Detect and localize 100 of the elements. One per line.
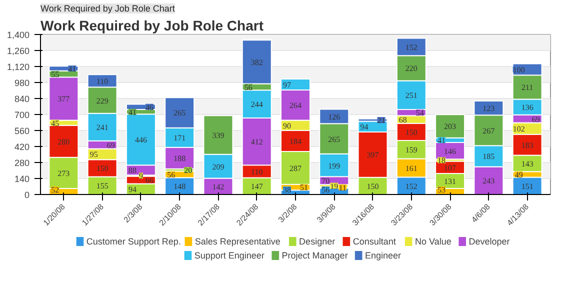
data-label: 18 xyxy=(438,156,446,166)
data-label: 265 xyxy=(174,108,186,118)
data-label: 56 xyxy=(167,170,176,180)
legend-label: Support Engineer xyxy=(194,250,264,260)
data-label: 199 xyxy=(328,161,340,170)
data-label: 152 xyxy=(405,182,418,191)
data-label: 267 xyxy=(482,126,495,136)
data-label: 49 xyxy=(514,170,523,180)
data-label: 155 xyxy=(96,182,108,191)
y-tick-label: 1,120 xyxy=(6,62,30,72)
y-tick-label: 140 xyxy=(14,174,30,184)
data-label: 188 xyxy=(174,154,186,164)
data-label: 97 xyxy=(283,80,291,90)
data-label: 52 xyxy=(51,186,60,194)
data-label: 159 xyxy=(405,146,418,155)
legend-label: No Value xyxy=(414,236,452,246)
data-label: 55 xyxy=(51,70,60,79)
data-label: 220 xyxy=(405,64,418,74)
legend-label: Engineer xyxy=(364,250,402,260)
data-label: 142 xyxy=(212,182,224,192)
data-label: 94 xyxy=(360,122,368,132)
data-label: 161 xyxy=(405,164,418,173)
data-label: 51 xyxy=(300,183,308,192)
data-label: 100 xyxy=(512,65,525,74)
data-label: 151 xyxy=(521,182,534,191)
data-label: 211 xyxy=(521,83,534,92)
legend-label: Consultant xyxy=(352,236,396,246)
data-label: 150 xyxy=(366,182,379,191)
legend-label: Developer xyxy=(468,236,510,246)
data-label: 148 xyxy=(174,182,186,192)
data-label: 68 xyxy=(398,116,407,125)
data-label: 209 xyxy=(212,162,224,172)
y-tick-label: 840 xyxy=(14,94,30,104)
data-label: 377 xyxy=(58,94,70,104)
legend-label: Project Manager xyxy=(282,250,348,260)
data-label: 41 xyxy=(128,108,136,117)
data-label: 69 xyxy=(106,140,115,150)
data-label: 53 xyxy=(438,186,446,194)
data-label: 446 xyxy=(134,136,147,145)
data-label: 136 xyxy=(521,103,534,112)
data-label: 147 xyxy=(250,182,263,192)
data-label: 184 xyxy=(290,137,302,146)
data-label: 110 xyxy=(96,76,108,86)
text: Work Required by Job Role Chart xyxy=(40,4,176,14)
data-label: 102 xyxy=(512,124,525,134)
data-label: 229 xyxy=(96,96,108,106)
data-label: 20 xyxy=(184,166,192,176)
data-label: 265 xyxy=(328,134,340,144)
data-label: 95 xyxy=(90,150,98,160)
data-label: 46 xyxy=(145,102,154,112)
data-label: 69 xyxy=(532,114,540,124)
y-tick-label: 560 xyxy=(14,126,30,136)
data-label: 110 xyxy=(251,167,263,176)
data-label: 183 xyxy=(521,140,534,150)
data-label: 66 xyxy=(145,176,154,185)
chart-title: Work Required by Job Role Chart xyxy=(40,18,264,34)
data-label: 38 xyxy=(283,186,291,194)
data-label: 11 xyxy=(338,183,346,192)
data-label: 412 xyxy=(250,138,263,147)
data-label: 382 xyxy=(250,58,263,67)
data-label: 9 xyxy=(138,172,143,181)
legend-label: Customer Support Rep. xyxy=(86,236,181,246)
legend-label: Designer xyxy=(299,236,336,246)
data-label: 273 xyxy=(58,168,70,178)
y-tick-label: 420 xyxy=(14,142,30,152)
data-label: 146 xyxy=(444,146,456,156)
data-label: 185 xyxy=(482,152,495,162)
data-label: 41 xyxy=(438,136,446,146)
data-label: 41 xyxy=(68,64,76,74)
y-tick-label: 980 xyxy=(14,78,30,88)
data-label: 126 xyxy=(328,112,340,122)
y-tick-label: 700 xyxy=(14,110,30,120)
data-label: 397 xyxy=(366,150,379,160)
data-label: 131 xyxy=(444,176,456,186)
y-tick-label: 0 xyxy=(24,190,30,200)
legend-label: Sales Representative xyxy=(194,236,280,246)
data-label: 19 xyxy=(330,182,338,191)
data-label: 45 xyxy=(51,118,60,128)
data-label: 56 xyxy=(244,82,252,92)
data-label: 152 xyxy=(405,42,418,52)
data-label: 241 xyxy=(96,123,108,132)
data-label: 143 xyxy=(521,159,534,168)
y-tick-label: 280 xyxy=(14,158,30,168)
data-label: 203 xyxy=(444,122,456,132)
data-label: 56 xyxy=(322,186,330,194)
data-label: 94 xyxy=(128,185,136,194)
data-label: 123 xyxy=(482,104,495,114)
data-label: 21 xyxy=(377,116,386,126)
data-label: 90 xyxy=(283,121,291,130)
data-label: 150 xyxy=(96,164,108,174)
y-tick-label: 1,400 xyxy=(6,30,30,40)
data-label: 107 xyxy=(444,163,456,172)
data-label: 287 xyxy=(290,164,302,173)
data-label: 244 xyxy=(250,100,263,110)
data-label: 264 xyxy=(290,101,302,110)
data-label: 280 xyxy=(58,137,70,146)
data-label: 88 xyxy=(128,166,136,176)
data-label: 339 xyxy=(212,131,224,140)
data-label: 243 xyxy=(482,176,495,186)
data-label: 70 xyxy=(322,176,330,186)
